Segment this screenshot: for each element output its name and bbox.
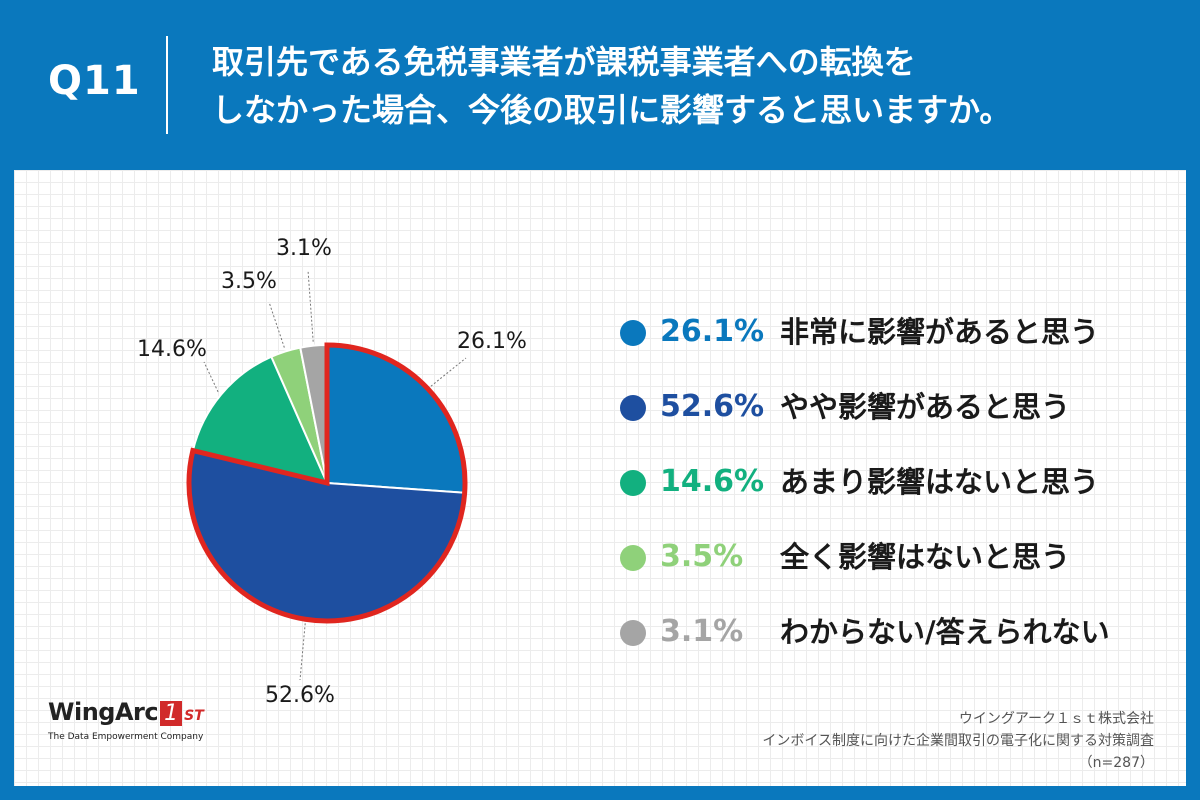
legend-dot-somewhat (620, 395, 646, 421)
leader-line-somewhat (299, 623, 306, 681)
source-company: ウイングアーク１ｓｔ株式会社 (958, 711, 1154, 727)
chart-card: 26.1% 52.6% 14.6% 3.5% 3.1% 26.1% 非常に影響があると思… (14, 170, 1186, 786)
legend-pct-somewhat: 52.6% (660, 389, 765, 424)
legend-pct-not-at-all: 3.5% (660, 539, 744, 574)
leader-line-not-at-all (268, 301, 285, 348)
legend-dot-unknown (620, 620, 646, 646)
pie-slice-not-much (191, 355, 329, 485)
header-banner: Q11 取引先である免税事業者が課税事業者への転換を しなかった場合、今後の取引… (0, 0, 1200, 168)
legend-pct-very: 26.1% (660, 314, 765, 349)
pie-chart: 26.1% 52.6% 14.6% 3.5% 3.1% (137, 236, 527, 708)
leader-line-unknown (307, 269, 314, 342)
source-sample-size: （n=287） (1078, 755, 1154, 771)
legend-pct-not-much: 14.6% (660, 464, 765, 499)
legend-dot-not-at-all (620, 545, 646, 571)
pie-label-not-at-all: 3.5% (221, 269, 277, 294)
pie-label-somewhat: 52.6% (265, 683, 335, 708)
leader-line-not-much (203, 361, 219, 393)
pie-label-unknown: 3.1% (276, 236, 332, 261)
legend-dot-not-much (620, 470, 646, 496)
legend-label-not-much: あまり影響はないと思う (780, 465, 1100, 499)
highlight-outline (186, 342, 468, 624)
source-note: ウイングアーク１ｓｔ株式会社 インボイス制度に向けた企業間取引の電子化に関する対… (762, 708, 1154, 774)
question-title-line1: 取引先である免税事業者が課税事業者への転換を (212, 43, 916, 81)
company-logo: WingArc 1 ST The Data Empowerment Company (48, 698, 204, 742)
logo-tagline: The Data Empowerment Company (48, 732, 204, 742)
legend-label-not-at-all: 全く影響はないと思う (780, 540, 1071, 574)
source-survey: インボイス制度に向けた企業間取引の電子化に関する対策調査 (762, 733, 1154, 749)
logo-wordmark: WingArc (48, 698, 159, 726)
header-divider (166, 36, 168, 134)
question-number: Q11 (48, 58, 141, 104)
legend-label-very: 非常に影響があると思う (780, 315, 1100, 349)
logo-one-mark: 1 (160, 701, 183, 726)
question-title: 取引先である免税事業者が課税事業者への転換を しなかった場合、今後の取引に影響す… (212, 38, 1172, 134)
question-title-line2: しなかった場合、今後の取引に影響すると思いますか。 (212, 91, 1012, 129)
logo-st-mark: ST (184, 708, 204, 724)
leader-line-very (430, 357, 467, 387)
pie-slice-very (326, 343, 466, 494)
legend-label-somewhat: やや影響があると思う (780, 390, 1071, 424)
legend-dot-very (620, 320, 646, 346)
pie-label-not-much: 14.6% (137, 337, 207, 362)
legend-pct-unknown: 3.1% (660, 614, 744, 649)
legend-label-unknown: わからない/答えられない (780, 615, 1110, 649)
pie-label-very: 26.1% (457, 329, 527, 354)
